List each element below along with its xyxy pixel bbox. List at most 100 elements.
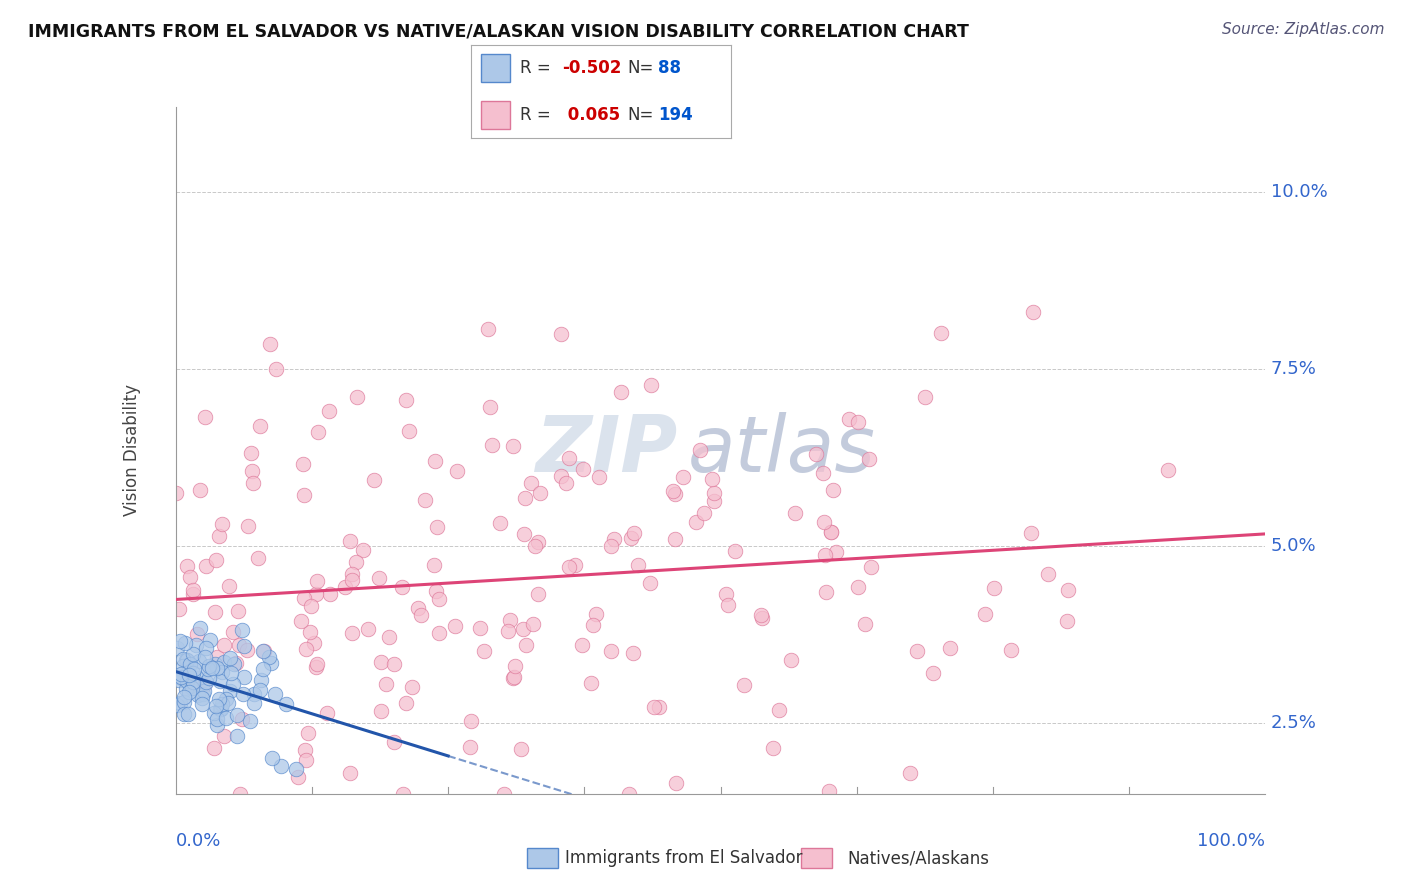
Point xyxy=(340,573,363,587)
Point xyxy=(208,692,231,706)
Point xyxy=(186,627,208,641)
Point xyxy=(460,714,482,729)
Point xyxy=(527,534,550,549)
Point xyxy=(215,711,238,725)
Point xyxy=(496,624,519,638)
Point xyxy=(284,762,307,776)
Point xyxy=(209,673,232,688)
Point xyxy=(855,617,877,632)
Point xyxy=(838,412,860,426)
Point xyxy=(243,696,266,710)
Point xyxy=(264,362,287,376)
Point xyxy=(333,580,356,594)
Point xyxy=(229,787,252,801)
Text: 5.0%: 5.0% xyxy=(1271,537,1316,555)
Point xyxy=(231,712,253,726)
Point xyxy=(481,437,503,451)
Point xyxy=(181,587,204,601)
Point xyxy=(768,703,790,717)
Text: Immigrants from El Salvador: Immigrants from El Salvador xyxy=(565,849,803,867)
Point xyxy=(813,516,835,530)
Text: 100.0%: 100.0% xyxy=(1198,831,1265,850)
Point xyxy=(298,624,321,639)
Point xyxy=(292,591,315,605)
Point xyxy=(308,425,330,439)
Point xyxy=(425,584,447,599)
Point xyxy=(426,520,449,534)
Point xyxy=(305,657,328,672)
Point xyxy=(173,707,195,722)
Point xyxy=(181,647,204,661)
Point xyxy=(260,657,283,671)
Text: R =: R = xyxy=(520,59,551,77)
Point xyxy=(205,661,228,675)
Point xyxy=(287,770,309,784)
Point xyxy=(374,677,396,691)
Point xyxy=(751,611,773,625)
Point xyxy=(179,679,201,693)
Point xyxy=(166,641,188,656)
Point xyxy=(193,678,215,692)
Point xyxy=(194,410,217,425)
Point xyxy=(176,674,198,689)
Point xyxy=(503,670,526,684)
Point xyxy=(603,533,626,547)
Point xyxy=(367,571,389,585)
Point xyxy=(218,579,240,593)
Point xyxy=(513,491,536,505)
Point xyxy=(344,555,367,569)
Point xyxy=(443,619,465,633)
Point xyxy=(749,607,772,622)
Point xyxy=(212,655,235,669)
Point xyxy=(180,681,202,696)
Point xyxy=(825,545,848,559)
Point xyxy=(205,552,228,566)
Point xyxy=(717,598,740,612)
Point xyxy=(238,518,260,533)
Point xyxy=(648,700,671,714)
Point xyxy=(395,696,418,710)
Point xyxy=(398,425,420,439)
Point xyxy=(394,393,416,408)
Point xyxy=(204,657,226,671)
Point xyxy=(820,525,842,540)
Point xyxy=(173,690,195,704)
Point xyxy=(233,639,256,653)
Point xyxy=(169,673,191,687)
Point xyxy=(252,643,274,657)
Point xyxy=(179,570,201,584)
Point xyxy=(620,531,643,545)
Text: 0.065: 0.065 xyxy=(562,106,620,124)
Point xyxy=(672,470,695,484)
Point xyxy=(579,676,602,690)
Point xyxy=(173,695,195,709)
Point xyxy=(571,638,593,652)
Point xyxy=(848,580,870,594)
Point xyxy=(1056,614,1078,628)
Point xyxy=(172,658,194,673)
Point xyxy=(423,558,446,572)
Point xyxy=(274,698,297,712)
Point xyxy=(1157,463,1180,477)
Point xyxy=(294,641,316,656)
Point xyxy=(191,687,214,701)
Point xyxy=(555,475,578,490)
Text: IMMIGRANTS FROM EL SALVADOR VS NATIVE/ALASKAN VISION DISABILITY CORRELATION CHAR: IMMIGRANTS FROM EL SALVADOR VS NATIVE/AL… xyxy=(28,22,969,40)
Point xyxy=(170,667,193,681)
Point xyxy=(813,548,835,562)
Point xyxy=(689,442,711,457)
Point xyxy=(342,626,364,640)
Point xyxy=(179,657,201,672)
Point xyxy=(503,658,526,673)
Bar xyxy=(481,54,510,82)
Point xyxy=(167,602,190,616)
Point xyxy=(195,558,218,573)
Point xyxy=(212,638,235,652)
Point xyxy=(232,687,254,701)
Point xyxy=(253,644,276,658)
Point xyxy=(1019,525,1042,540)
Point xyxy=(352,542,374,557)
Point xyxy=(685,515,707,529)
Point xyxy=(205,712,228,726)
Point xyxy=(170,672,193,686)
